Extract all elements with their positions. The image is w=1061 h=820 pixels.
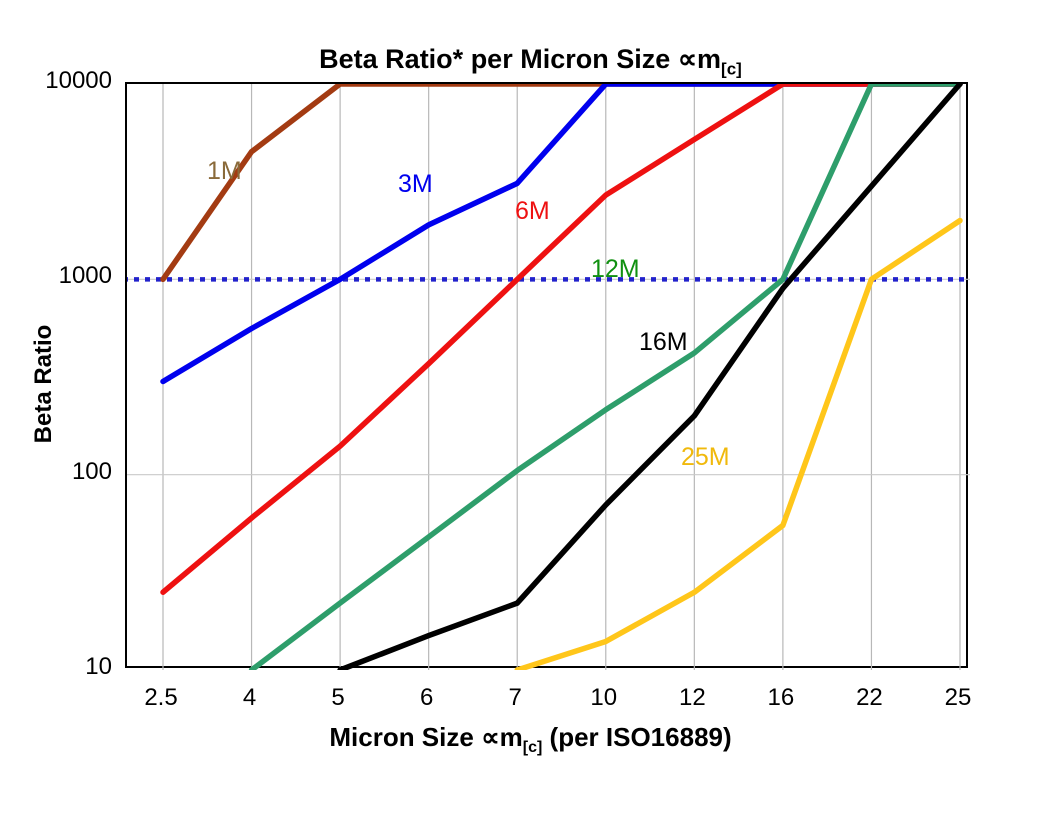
series-line-12M [248,84,963,670]
series-label-3M: 3M [398,170,433,198]
y-tick-10: 10 [85,653,112,680]
x-tick-2.5: 2.5 [144,684,178,711]
series-label-1M: 1M [207,157,242,185]
x-tick-4: 4 [242,684,257,711]
series-label-16M: 16M [639,328,688,356]
y-axis-tick-labels: 10000 1000 100 10 [22,0,112,820]
x-tick-12: 12 [678,684,706,711]
series-line-1M [160,84,963,283]
x-axis-title-tail: (per ISO16889) [542,722,732,752]
x-tick-10: 10 [590,684,618,711]
series-label-12M: 12M [591,255,640,283]
series-label-6M: 6M [515,197,550,225]
x-tick-7: 7 [508,684,522,711]
series-line-25M [514,217,963,670]
x-tick-22: 22 [856,684,883,711]
chart-title: Beta Ratio* per Micron Size ∝m[c] [0,44,1061,79]
series-line-16M [337,84,963,670]
chart-title-symbol: ∝m [677,44,722,74]
x-tick-25: 25 [944,684,972,711]
x-axis-title-main: Micron Size [329,722,482,752]
x-axis-title-symbol: ∝m [481,722,523,752]
plot-svg [127,84,970,670]
y-tick-100: 100 [71,457,112,485]
x-axis-tick-labels: 2.5 4 5 6 7 10 12 16 22 25 [125,684,971,724]
y-tick-1000: 1000 [58,262,112,290]
series-label-25M: 25M [681,443,730,471]
series-line-6M [160,84,963,596]
x-tick-16: 16 [767,684,795,711]
chart-title-main: Beta Ratio* per Micron Size [319,44,678,74]
plot-area: 1M 3M 6M 12M 16M 25M [125,82,970,670]
chart-title-subscript: [c] [721,59,742,79]
x-axis-title-subscript: [c] [522,739,543,757]
y-tick-10000: 10000 [45,67,112,94]
x-tick-5: 5 [331,684,345,711]
x-axis-title: Micron Size ∝m[c] (per ISO16889) [0,722,1061,757]
x-tick-6: 6 [419,684,434,711]
series-line-3M [160,84,963,385]
